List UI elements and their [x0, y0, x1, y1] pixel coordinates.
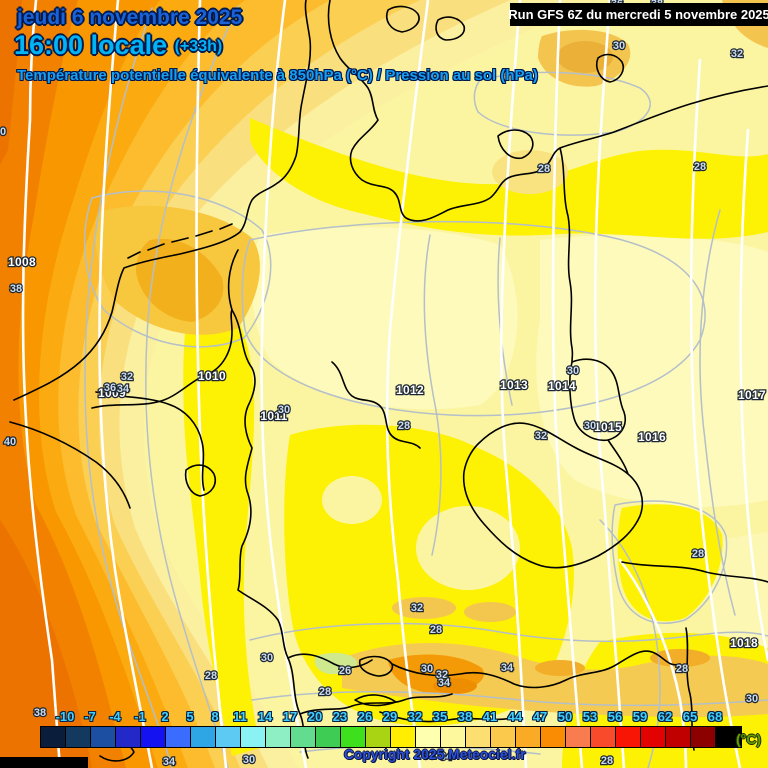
temperature-label: 36 — [104, 382, 116, 394]
temperature-label: 30 — [567, 365, 579, 377]
colorbar-cell — [216, 727, 241, 747]
colorbar-cell — [491, 727, 516, 747]
pressure-label: 1014 — [548, 379, 576, 393]
colorbar-cell — [691, 727, 716, 747]
temperature-label: 34 — [117, 383, 130, 395]
run-info-text: Run GFS 6Z du mercredi 5 novembre 2025 — [508, 7, 768, 22]
temperature-label: 32 — [121, 371, 133, 383]
colorbar-cell — [566, 727, 591, 747]
temperature-label: 30 — [584, 420, 596, 432]
temperature-label: 36 — [423, 750, 435, 762]
temperature-label: 30 — [421, 663, 433, 675]
pressure-label: 1012 — [396, 383, 424, 397]
pressure-label: 1016 — [638, 430, 666, 444]
temperature-label: 28 — [601, 755, 613, 767]
colorbar-cell — [541, 727, 566, 747]
temperature-label: 28 — [398, 420, 410, 432]
colorbar-cell — [266, 727, 291, 747]
temperature-label: 38 — [34, 707, 46, 719]
colorbar-cell — [141, 727, 166, 747]
colorbar-cell — [291, 727, 316, 747]
temperature-label: 30 — [613, 40, 625, 52]
colorbar — [40, 726, 742, 748]
colorbar-cell — [241, 727, 266, 747]
theta-e-contour-lines — [84, 5, 768, 768]
colorbar-cell — [666, 727, 691, 747]
temperature-label: 28 — [205, 670, 217, 682]
colorbar-cell — [116, 727, 141, 747]
pressure-label: 1011 — [260, 409, 287, 423]
temperature-label: 30 — [243, 754, 255, 766]
temperature-label: 30 — [278, 404, 290, 416]
pressure-label: 1017 — [738, 388, 766, 402]
colorbar-cell — [516, 727, 541, 747]
colorbar-unit-label: (°C) — [736, 731, 762, 747]
colorbar-cell — [716, 727, 741, 747]
copyright-text: Copyright 2025 Meteociel.fr — [344, 747, 526, 762]
colorbar-cell — [41, 727, 66, 747]
colorbar-cell — [466, 727, 491, 747]
colorbar-cell — [616, 727, 641, 747]
temperature-label: 0 — [0, 126, 6, 138]
pressure-label: 1008 — [8, 255, 36, 269]
temperature-label: 32 — [535, 430, 547, 442]
colorbar-cell — [191, 727, 216, 747]
country-borders — [9, 0, 768, 762]
colorbar-cell — [91, 727, 116, 747]
pressure-label: 1010 — [198, 369, 226, 383]
temperature-label: 28 — [676, 663, 688, 675]
pressure-label: 1018 — [730, 636, 758, 650]
temperature-label: 34 — [501, 662, 514, 674]
temperature-label: 30 — [261, 652, 273, 664]
temperature-label: 40 — [4, 436, 16, 448]
colorbar-cell — [66, 727, 91, 747]
colorbar-cell — [391, 727, 416, 747]
colorbar-cell — [641, 727, 666, 747]
temperature-label: 26 — [339, 665, 351, 677]
temperature-label: 30 — [746, 693, 758, 705]
colorbar-cell — [366, 727, 391, 747]
temperature-label: 28 — [538, 163, 550, 175]
bottom-left-bar — [0, 757, 88, 768]
temperature-label: 34 — [440, 751, 453, 763]
temperature-label: 32 — [731, 48, 743, 60]
temperature-label: 32 — [411, 602, 423, 614]
temperature-label: 34 — [438, 677, 451, 689]
colorbar-cell — [316, 727, 341, 747]
temperature-label: 28 — [692, 548, 704, 560]
colorbar-cell — [416, 727, 441, 747]
colorbar-cell — [166, 727, 191, 747]
temperature-label: 34 — [163, 756, 176, 768]
pressure-label: 1013 — [500, 378, 528, 392]
temperature-label: 38 — [10, 283, 22, 295]
colorbar-cell — [591, 727, 616, 747]
temperature-label: 32 — [436, 669, 448, 681]
temperature-label: 28 — [694, 161, 706, 173]
run-info-box: Run GFS 6Z du mercredi 5 novembre 2025 — [508, 3, 768, 26]
pressure-label: 1015 — [594, 420, 622, 434]
temperature-label: 28 — [430, 624, 442, 636]
pressure-label: 1009 — [98, 386, 126, 400]
temperature-label: 28 — [319, 686, 331, 698]
colorbar-cell — [341, 727, 366, 747]
colorbar-cell — [441, 727, 466, 747]
